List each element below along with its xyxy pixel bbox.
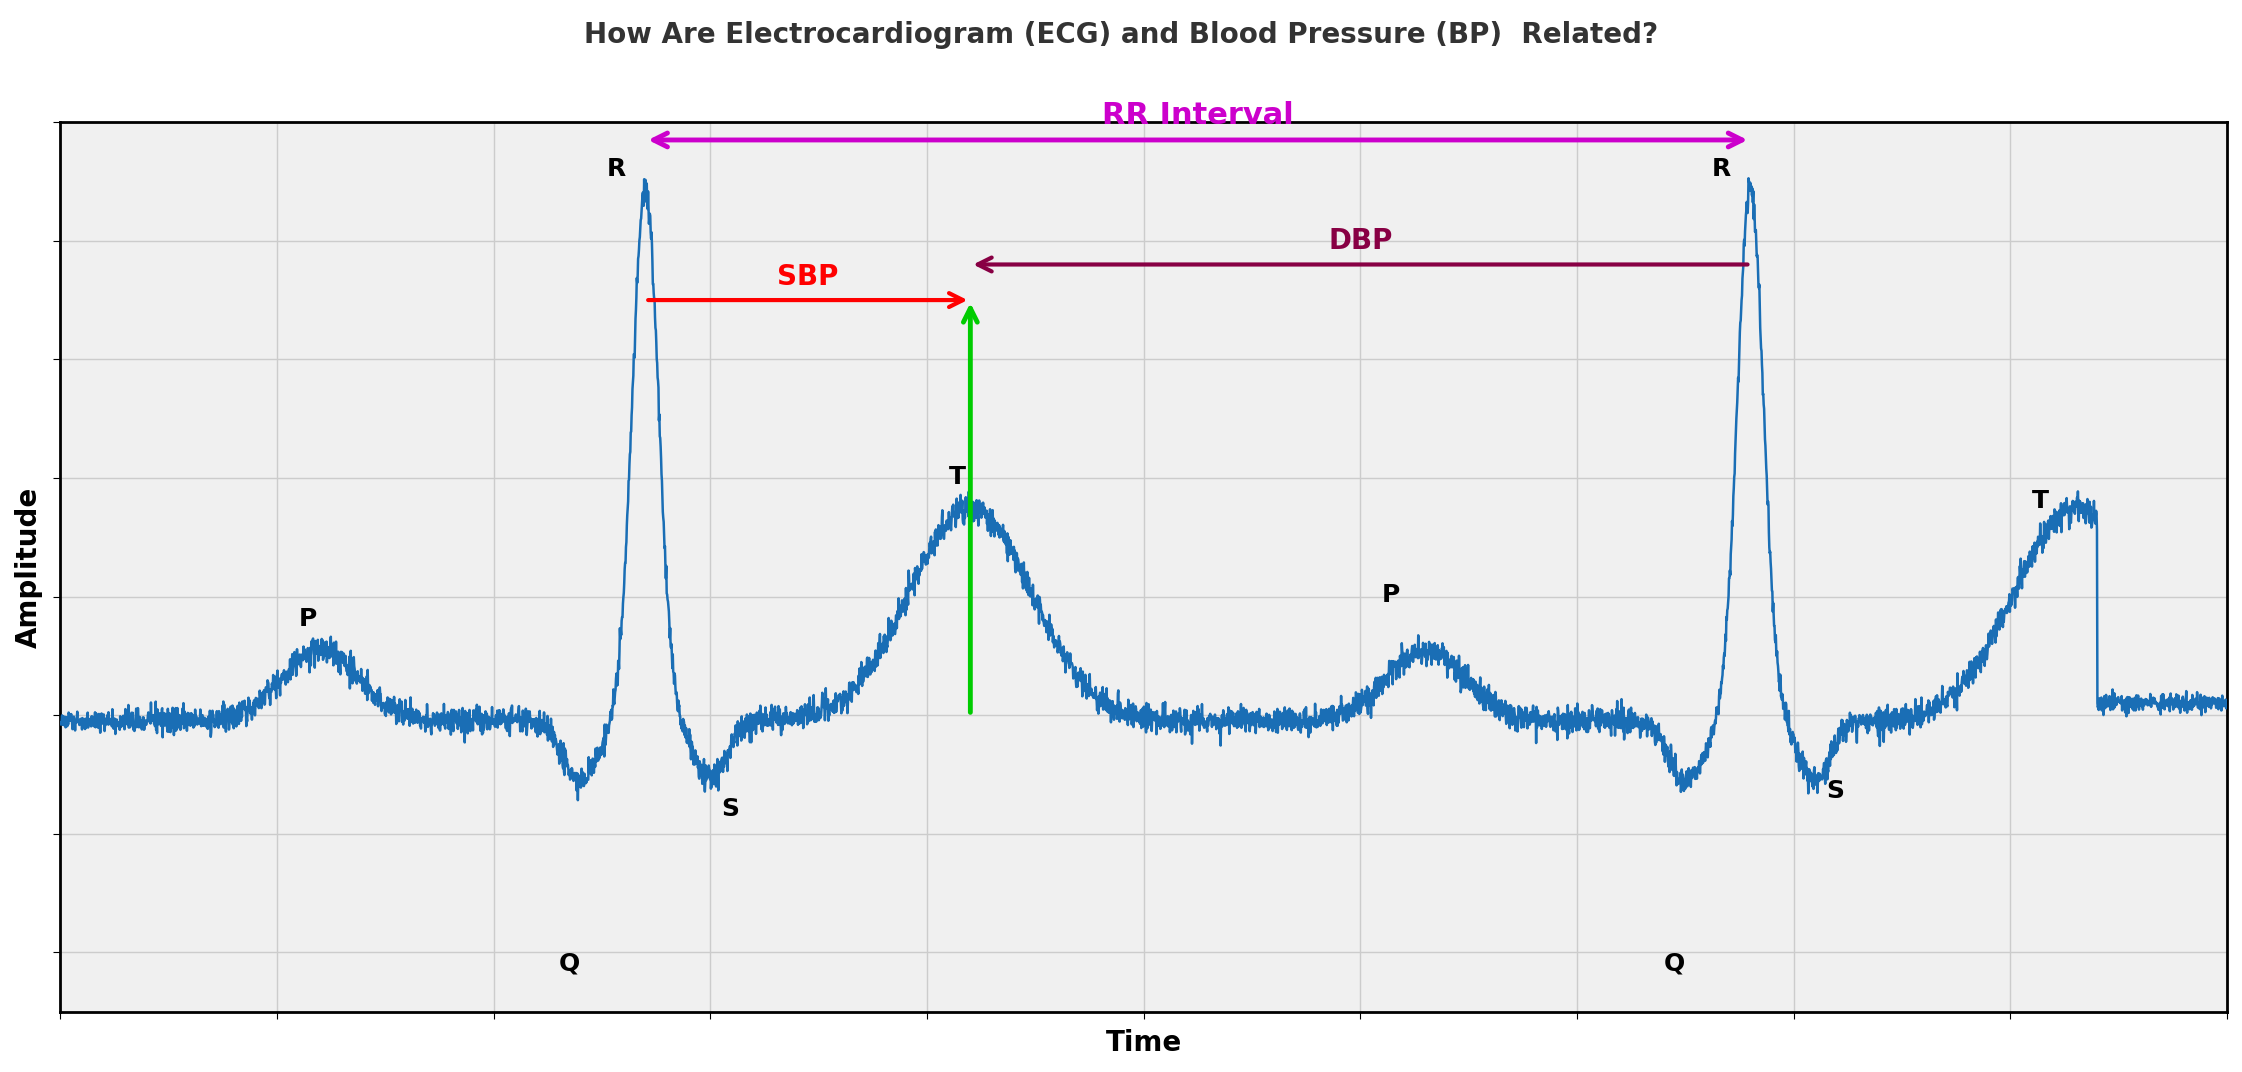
Text: S: S xyxy=(1827,779,1845,803)
Text: RR Interval: RR Interval xyxy=(1103,102,1294,131)
Text: R: R xyxy=(605,157,626,180)
Text: T: T xyxy=(948,465,966,489)
Text: DBP: DBP xyxy=(1327,227,1392,255)
Text: P: P xyxy=(298,607,316,631)
Y-axis label: Amplitude: Amplitude xyxy=(16,487,43,647)
Text: R: R xyxy=(1711,157,1731,180)
Text: How Are Electrocardiogram (ECG) and Blood Pressure (BP)  Related?: How Are Electrocardiogram (ECG) and Bloo… xyxy=(583,21,1659,49)
Text: T: T xyxy=(2031,489,2049,512)
X-axis label: Time: Time xyxy=(1105,1029,1182,1057)
Text: Q: Q xyxy=(1664,951,1686,976)
Text: P: P xyxy=(1381,583,1401,608)
Text: SBP: SBP xyxy=(778,263,839,291)
Text: Q: Q xyxy=(558,951,581,976)
Text: S: S xyxy=(722,796,740,821)
